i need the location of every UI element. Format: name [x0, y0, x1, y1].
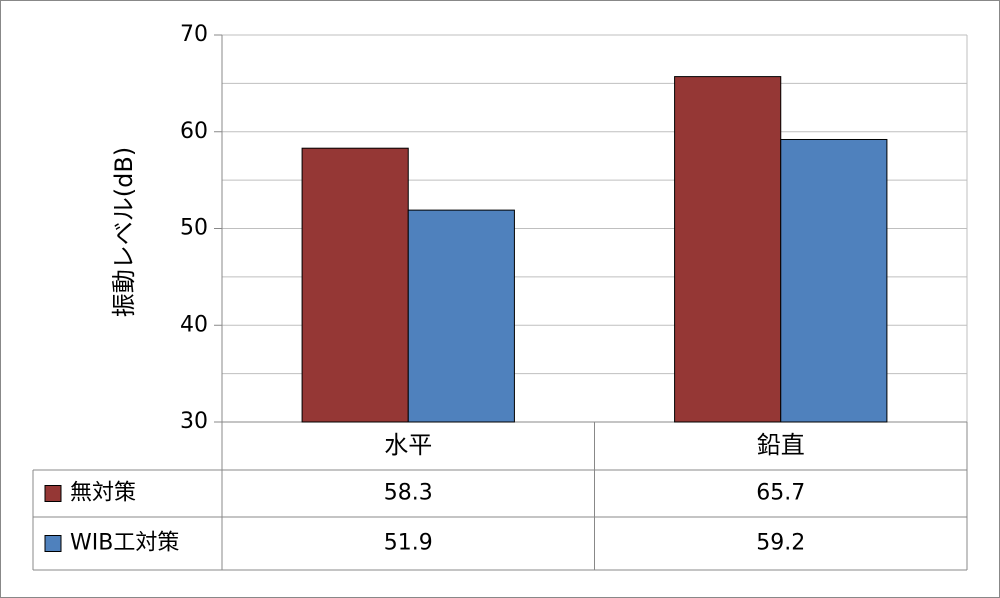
- legend-swatch: [44, 535, 62, 552]
- y-tick-label: 60: [180, 119, 208, 144]
- y-axis-label: 振動レベル(dB): [110, 147, 138, 317]
- legend-swatch: [44, 485, 62, 502]
- legend-label: 無対策: [70, 481, 136, 506]
- y-tick-label: 30: [180, 409, 208, 434]
- x-tick-label: 水平: [384, 431, 432, 459]
- table-value: 58.3: [384, 481, 433, 506]
- table-value: 59.2: [756, 531, 805, 556]
- y-tick-label: 50: [180, 216, 208, 241]
- bar: [780, 138, 888, 423]
- y-tick-label: 70: [180, 22, 208, 47]
- legend-label: WIB工対策: [70, 531, 179, 556]
- table-value: 51.9: [384, 531, 433, 556]
- x-tick-label: 鉛直: [757, 431, 805, 459]
- y-tick-label: 40: [180, 312, 208, 337]
- bar: [301, 147, 409, 423]
- table-value: 65.7: [756, 481, 805, 506]
- bar: [674, 76, 782, 423]
- bar: [407, 209, 515, 423]
